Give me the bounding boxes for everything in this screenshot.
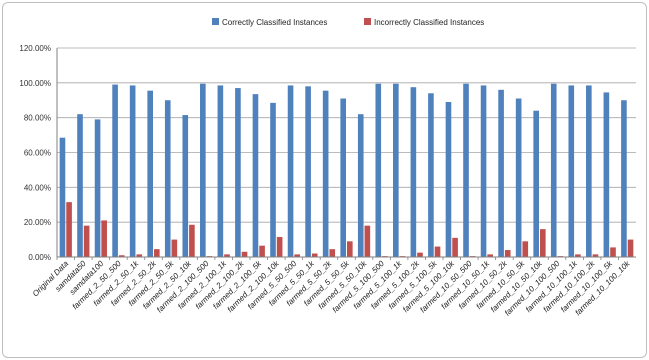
bar-incorrect xyxy=(311,253,318,257)
y-tick-label: 20.00% xyxy=(24,218,51,227)
bar-incorrect xyxy=(522,241,529,257)
bar-correct xyxy=(410,87,417,257)
y-tick-label: 80.00% xyxy=(24,114,51,123)
bar-incorrect xyxy=(610,247,616,257)
bar-correct xyxy=(129,85,136,257)
bar-correct xyxy=(112,84,118,257)
bar-correct xyxy=(498,89,504,257)
bar-correct xyxy=(270,102,276,257)
bar-incorrect xyxy=(452,237,458,257)
bar-correct xyxy=(340,98,346,257)
x-axis-category-labels: Original Datasamdata50samdata100farmed_2… xyxy=(31,258,633,317)
bar-correct xyxy=(445,101,452,257)
bar-correct xyxy=(200,83,206,258)
bar-incorrect xyxy=(118,255,125,257)
bar-incorrect xyxy=(66,202,72,257)
bar-correct xyxy=(586,85,592,257)
bar-correct xyxy=(515,98,522,257)
legend: Correctly Classified Instances Incorrect… xyxy=(212,18,484,27)
y-tick-label: 100.00% xyxy=(19,79,51,88)
bar-incorrect xyxy=(224,254,230,257)
bar-correct xyxy=(603,92,610,257)
y-tick-label: 40.00% xyxy=(24,183,51,192)
bar-incorrect xyxy=(136,254,143,257)
bar-incorrect xyxy=(417,252,423,257)
bars xyxy=(59,83,634,258)
bar-correct xyxy=(182,115,189,257)
bar-correct xyxy=(94,119,101,258)
bar-correct xyxy=(621,100,627,257)
bar-correct xyxy=(235,88,241,257)
y-tick-label: 60.00% xyxy=(24,149,51,158)
bar-incorrect xyxy=(259,245,265,257)
bar-incorrect xyxy=(434,246,441,257)
bar-incorrect xyxy=(540,229,546,257)
bar-incorrect xyxy=(347,241,353,257)
legend-swatch-correct xyxy=(212,18,219,25)
bar-correct xyxy=(428,93,434,258)
bar-correct xyxy=(77,114,83,257)
bar-incorrect xyxy=(154,249,160,257)
bar-incorrect xyxy=(627,239,634,257)
bar-incorrect xyxy=(101,220,107,257)
bar-incorrect xyxy=(171,239,178,257)
y-axis-tick-labels: 0.00% 20.00% 40.00% 60.00% 80.00% 100.00% 120.… xyxy=(19,44,51,262)
bar-incorrect xyxy=(83,225,90,257)
bar-correct xyxy=(305,86,311,257)
bar-incorrect xyxy=(364,225,371,257)
bar-correct xyxy=(59,137,66,257)
bar-correct xyxy=(480,85,487,257)
y-tick-label: 120.00% xyxy=(19,44,51,53)
bar-correct xyxy=(147,90,153,257)
bar-incorrect xyxy=(487,254,493,257)
bar-incorrect xyxy=(504,250,511,257)
bar-correct xyxy=(164,100,171,257)
bar-correct xyxy=(287,85,294,257)
bar-incorrect xyxy=(241,251,248,257)
legend-label-incorrect: Incorrectly Classified Instances xyxy=(374,18,484,27)
legend-label-correct: Correctly Classified Instances xyxy=(222,18,327,27)
bar-incorrect xyxy=(189,224,195,257)
bar-correct xyxy=(393,83,399,258)
bar-incorrect xyxy=(575,254,581,257)
bar-incorrect xyxy=(592,254,599,257)
bar-correct xyxy=(568,85,575,257)
bar-incorrect xyxy=(276,236,283,257)
bar-correct xyxy=(550,83,557,258)
bar-correct xyxy=(217,85,224,257)
gridlines xyxy=(57,47,636,258)
y-tick-label: 0.00% xyxy=(28,253,51,262)
bar-incorrect xyxy=(329,249,336,257)
bar-correct xyxy=(375,83,382,258)
bar-correct xyxy=(533,110,539,257)
bar-correct xyxy=(252,94,259,257)
bar-correct xyxy=(322,90,329,257)
bar-correct xyxy=(357,114,364,257)
bar-correct xyxy=(463,83,469,258)
axes xyxy=(56,48,636,260)
bar-incorrect xyxy=(294,254,300,257)
legend-swatch-incorrect xyxy=(364,18,371,25)
